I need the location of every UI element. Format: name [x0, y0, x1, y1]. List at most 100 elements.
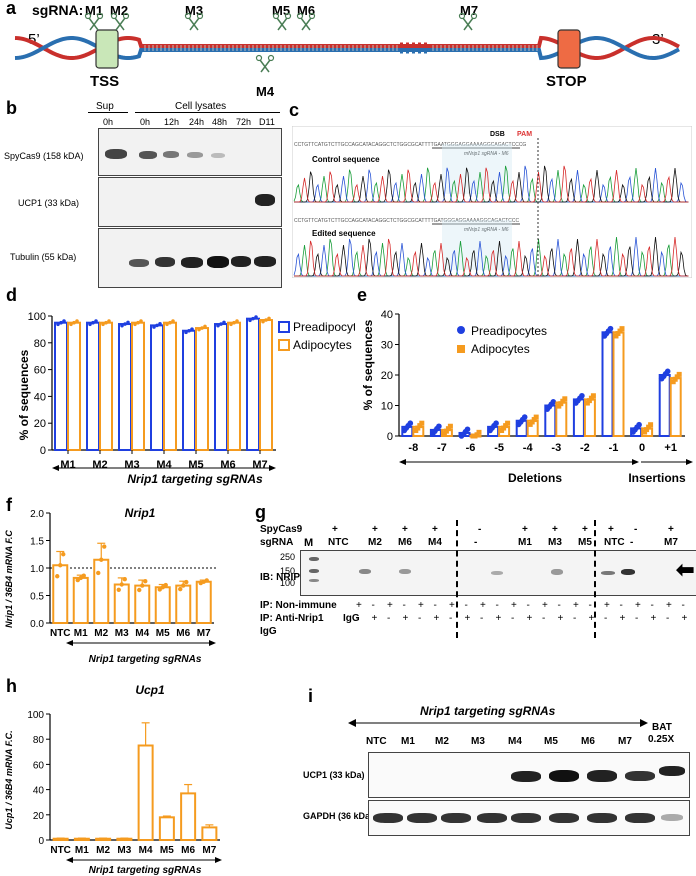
g-sgrna-5: M1 — [518, 537, 532, 548]
blot-b-lane-2: 12h — [164, 117, 180, 127]
e-ylabel: % of sequences — [361, 319, 375, 410]
g-anti-sign-15: + — [588, 613, 595, 624]
data-point — [120, 323, 124, 328]
x-tick-label: M5 — [188, 459, 203, 471]
data-point — [521, 414, 528, 420]
g-arrow-icon: ⬅ — [676, 557, 695, 582]
i-lane-bat-dose: 0.25X — [648, 734, 675, 745]
scissors-icon — [272, 12, 292, 31]
x-tick-label: M3 — [124, 459, 139, 471]
data-point — [190, 327, 194, 331]
data-point — [94, 319, 98, 323]
band — [207, 256, 229, 268]
g-anti-sign-18: - — [635, 613, 639, 624]
g-nonimmune-sign-1: - — [371, 600, 375, 611]
data-point — [607, 325, 614, 332]
g-nonimmune-sign-17: - — [619, 600, 623, 611]
band — [309, 569, 319, 573]
bar-M4-Preadipocytes — [150, 324, 164, 452]
g-nonimmune-sign-2: + — [387, 600, 393, 611]
blot-b-tubulin — [98, 228, 282, 288]
g-sgrna-7: M5 — [578, 537, 592, 548]
data-point — [251, 316, 255, 321]
data-point — [107, 319, 111, 323]
g-cas9-sign-6: + — [552, 524, 558, 535]
band — [549, 770, 579, 782]
band — [254, 256, 276, 267]
blot-b-lane-0: 0h — [103, 117, 114, 127]
g-divider-1 — [456, 520, 458, 638]
data-point — [102, 544, 107, 549]
g-nonimmune-sign-12: + — [542, 600, 548, 611]
y-tick-label: 0.0 — [30, 619, 44, 630]
g-anti-sign-11: + — [526, 613, 533, 624]
tss-label: TSS — [90, 73, 119, 90]
y-tick-label: 10 — [381, 401, 393, 413]
x-tick-label: M4 — [156, 459, 172, 471]
x-tick-label: M6 — [220, 459, 235, 471]
panel-h-chart: 0 20 40 60 80 100 NTC M1 M2 M3 M4 M5 M6 M7 Ucp1 Ucp1 … — [4, 683, 222, 876]
y-tick-label: 100 — [27, 710, 44, 721]
y-tick-label: 40 — [34, 391, 46, 403]
g-sgrna-3: M4 — [428, 537, 442, 548]
g-cas9-sign-4: - — [478, 524, 482, 535]
data-point — [55, 574, 60, 579]
band — [491, 571, 503, 575]
band — [511, 813, 541, 823]
tss-box — [95, 29, 119, 69]
x-tick-label: M5 — [160, 845, 174, 856]
lysates-underline — [135, 112, 280, 113]
data-point — [447, 423, 453, 429]
band — [511, 771, 541, 782]
panel-i-blot: Nrip1 targeting sgRNAs NTC M1 M2 M3 M4 M5 M6 M7… — [300, 700, 696, 840]
bar-M5-Preadipocytes — [182, 329, 196, 452]
panel-g-ip-blot: SpyCas9 sgRNA M + NTC + M2 + M6 + M4- - + M1 + M3 + M5… — [260, 520, 696, 680]
data-point — [171, 319, 175, 323]
x-tick-label: M1 — [74, 628, 88, 639]
y-tick-label: 1.0 — [30, 564, 44, 575]
scissors-icon — [110, 12, 130, 31]
scissors-icon — [184, 12, 204, 31]
data-point — [136, 320, 140, 325]
d-legend-pre: Preadipocytes — [293, 320, 355, 334]
bar--1-Preadipocytes — [601, 331, 614, 437]
blot-b-lane-3: 24h — [189, 117, 205, 127]
band — [373, 813, 403, 823]
bar-+1-Adipocytes — [669, 377, 682, 438]
g-anti-sign-21: + — [681, 613, 688, 624]
g-nonimmune-sign-5: - — [433, 600, 437, 611]
bar-M6 — [180, 792, 197, 841]
g-anti-sign-6: - — [449, 613, 453, 624]
band — [621, 569, 635, 575]
g-nonimmune-sign-11: - — [526, 600, 530, 611]
guide-label-edited: mNrip1 sgRNA - M6 — [464, 227, 509, 233]
bar-M7-Adipocytes — [259, 319, 273, 451]
blot-b-header-lysates: Cell lysates — [175, 101, 227, 112]
x-tick-label: M2 — [94, 628, 108, 639]
data-point — [254, 315, 258, 319]
band — [181, 257, 203, 268]
data-point — [99, 557, 104, 562]
g-ib-label: IB: NRIP1 — [260, 572, 306, 583]
data-point — [81, 573, 86, 578]
y-tick-label: 20 — [33, 811, 45, 822]
g-nonimmune-sign-4: + — [418, 600, 424, 611]
bar-M1 — [72, 576, 89, 624]
x-tick-label: -6 — [466, 442, 476, 454]
i-header-arrow — [348, 719, 648, 727]
x-tick-label: M7 — [197, 628, 211, 639]
data-point — [197, 327, 201, 332]
data-point — [590, 393, 596, 399]
guide-label-m5: M5 — [272, 3, 290, 18]
g-nonimmune-sign-7: - — [464, 600, 468, 611]
g-ip-anti-label: IP: Anti-Nrip1 — [260, 613, 324, 624]
g-sgrna-1: M2 — [368, 537, 382, 548]
i-lane-NTC: NTC — [366, 736, 387, 747]
g-cas9-sign-8: + — [608, 524, 614, 535]
panel-c-chromatograms: DSB PAM CCTGTTCATGTCTTGCCAGCATACAGGCTCTG… — [292, 126, 692, 278]
band — [309, 579, 319, 582]
y-tick-label: 80 — [34, 338, 46, 350]
bar-M6-Adipocytes — [227, 321, 241, 452]
edited-seq: CCTGTTCATGTCTTGCCAGCATACAGGCTCTGGCGCATTT… — [294, 218, 519, 224]
i-blot-ucp1 — [368, 752, 690, 798]
